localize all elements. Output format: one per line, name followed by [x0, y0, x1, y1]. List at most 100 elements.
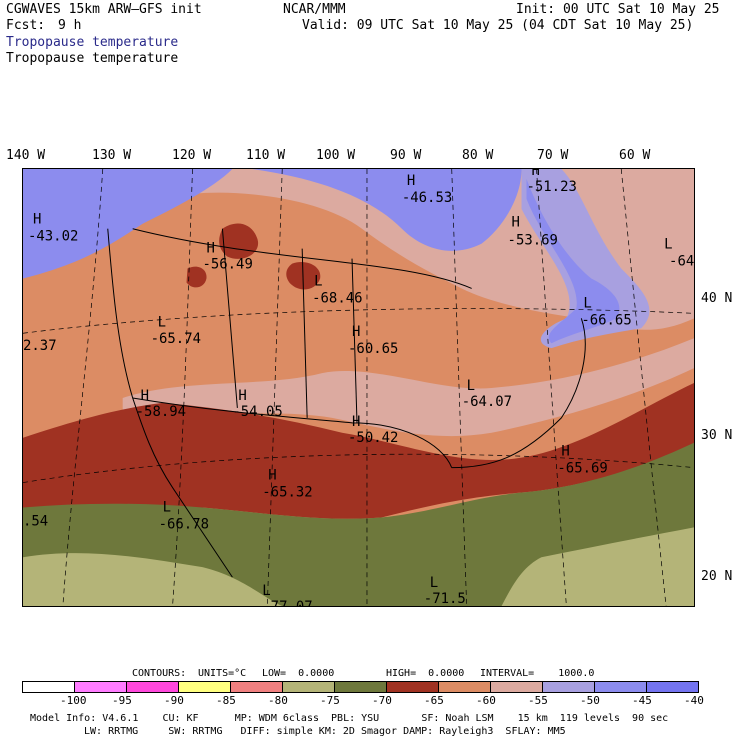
value-label: -51.23 — [526, 179, 576, 195]
legend-swatch — [230, 681, 283, 693]
legend-swatch — [178, 681, 231, 693]
valid-time: Valid: 09 UTC Sat 10 May 25 (04 CDT Sat … — [302, 18, 694, 33]
low-marker: L — [467, 378, 475, 394]
legend-label: -65 — [424, 694, 444, 707]
contours-high: HIGH= 0.0000 — [386, 668, 465, 679]
high-marker: H — [352, 414, 360, 430]
legend-label: -90 — [164, 694, 184, 707]
low-marker: L — [664, 237, 672, 253]
lon-label: 110 W — [246, 148, 286, 163]
model-info-line2: LW: RRTMG SW: RRTMG DIFF: simple KM: 2D … — [84, 726, 566, 737]
legend-swatch — [126, 681, 179, 693]
legend-swatch — [386, 681, 439, 693]
model-title: CGWAVES 15km ARW–GFS init — [6, 2, 202, 17]
value-label: -66.65 — [581, 312, 631, 328]
borders — [107, 228, 586, 578]
low-marker: L — [163, 499, 171, 515]
high-marker: H — [141, 388, 149, 404]
lat-label: 40 N — [701, 291, 733, 306]
high-marker: H — [561, 444, 569, 460]
legend-swatch — [282, 681, 335, 693]
org-label: NCAR/MMM — [283, 2, 346, 17]
lon-label: 80 W — [462, 148, 494, 163]
legend-label: -95 — [112, 694, 132, 707]
value-label: -53.69 — [508, 233, 558, 249]
value-label: -65.32 — [262, 485, 312, 501]
value-label: -66.78 — [159, 516, 209, 532]
legend-label: -55 — [528, 694, 548, 707]
lon-label: 70 W — [537, 148, 569, 163]
legend-label: -50 — [580, 694, 600, 707]
contours-low: LOW= 0.0000 — [262, 668, 335, 679]
value-label: -68.46 — [312, 290, 362, 306]
value-label: -50.42 — [348, 430, 398, 446]
value-label: .54 — [23, 513, 48, 529]
dark-red-blob — [186, 266, 207, 288]
low-marker: L — [314, 273, 322, 289]
value-label: -65.74 — [151, 331, 201, 347]
value-label: -64.07 — [462, 394, 512, 410]
olive-region-south — [23, 442, 694, 606]
high-marker: H — [206, 241, 214, 257]
legend-swatch — [542, 681, 595, 693]
legend-label: -75 — [320, 694, 340, 707]
contours-label: CONTOURS: — [132, 668, 187, 679]
legend-swatch — [594, 681, 647, 693]
low-marker: L — [158, 314, 166, 330]
contours-units: UNITS=°C — [198, 668, 247, 679]
value-label: -71.5 — [424, 591, 466, 607]
legend-swatch — [646, 681, 699, 693]
legend-swatch — [22, 681, 75, 693]
low-marker: L — [430, 575, 438, 591]
lon-label: 90 W — [390, 148, 422, 163]
high-marker: H — [407, 173, 415, 189]
value-label: 2.37 — [23, 338, 57, 354]
value-label: -54.05 — [232, 404, 282, 420]
blue-region-north — [252, 169, 522, 251]
low-marker: L — [262, 583, 270, 599]
legend-label: -80 — [268, 694, 288, 707]
graticule — [23, 169, 694, 606]
lon-label: 60 W — [619, 148, 651, 163]
value-label: -65.69 — [557, 461, 607, 477]
field-name-secondary: Tropopause temperature — [6, 51, 179, 66]
lon-label: 130 W — [92, 148, 132, 163]
contours-interval: INTERVAL= 1000.0 — [480, 668, 595, 679]
value-label: -56.49 — [202, 257, 252, 273]
lat-label: 20 N — [701, 569, 733, 584]
khaki-patch-southeast — [501, 527, 694, 606]
value-label: -60.65 — [348, 341, 398, 357]
legend-swatch — [490, 681, 543, 693]
legend-label: -85 — [216, 694, 236, 707]
legend-label: -40 — [684, 694, 704, 707]
high-marker: H — [531, 168, 539, 179]
model-info-line1: Model Info: V4.6.1 CU: KF MP: WDM 6class… — [30, 713, 669, 724]
high-marker: H — [238, 388, 246, 404]
legend-swatch — [74, 681, 127, 693]
value-label: -46.53 — [402, 190, 452, 206]
dark-red-band — [23, 383, 694, 519]
high-marker: H — [268, 468, 276, 484]
legend-swatch — [438, 681, 491, 693]
legend-swatch — [334, 681, 387, 693]
high-marker: H — [352, 324, 360, 340]
lon-label: 120 W — [172, 148, 212, 163]
init-time: Init: 00 UTC Sat 10 May 25 — [516, 2, 720, 17]
legend-label: -60 — [476, 694, 496, 707]
tropopause-temperature-map: H -46.53 H -51.23 H -43.02 H -53.69 L -6… — [22, 168, 695, 607]
low-marker: L — [583, 295, 591, 311]
lat-label: 30 N — [701, 428, 733, 443]
value-label: -43.02 — [28, 229, 78, 245]
legend-label: -70 — [372, 694, 392, 707]
legend-label: -45 — [632, 694, 652, 707]
blue-region-northwest — [23, 169, 233, 279]
legend-label: -100 — [60, 694, 87, 707]
high-marker: H — [33, 212, 41, 228]
lon-label: 140 W — [6, 148, 46, 163]
forecast-label: Fcst: — [6, 18, 46, 33]
pink-band-central — [122, 338, 694, 437]
value-label: -64 — [669, 254, 694, 270]
field-name-primary: Tropopause temperature — [6, 35, 179, 50]
high-marker: H — [512, 215, 520, 231]
lon-label: 100 W — [316, 148, 356, 163]
